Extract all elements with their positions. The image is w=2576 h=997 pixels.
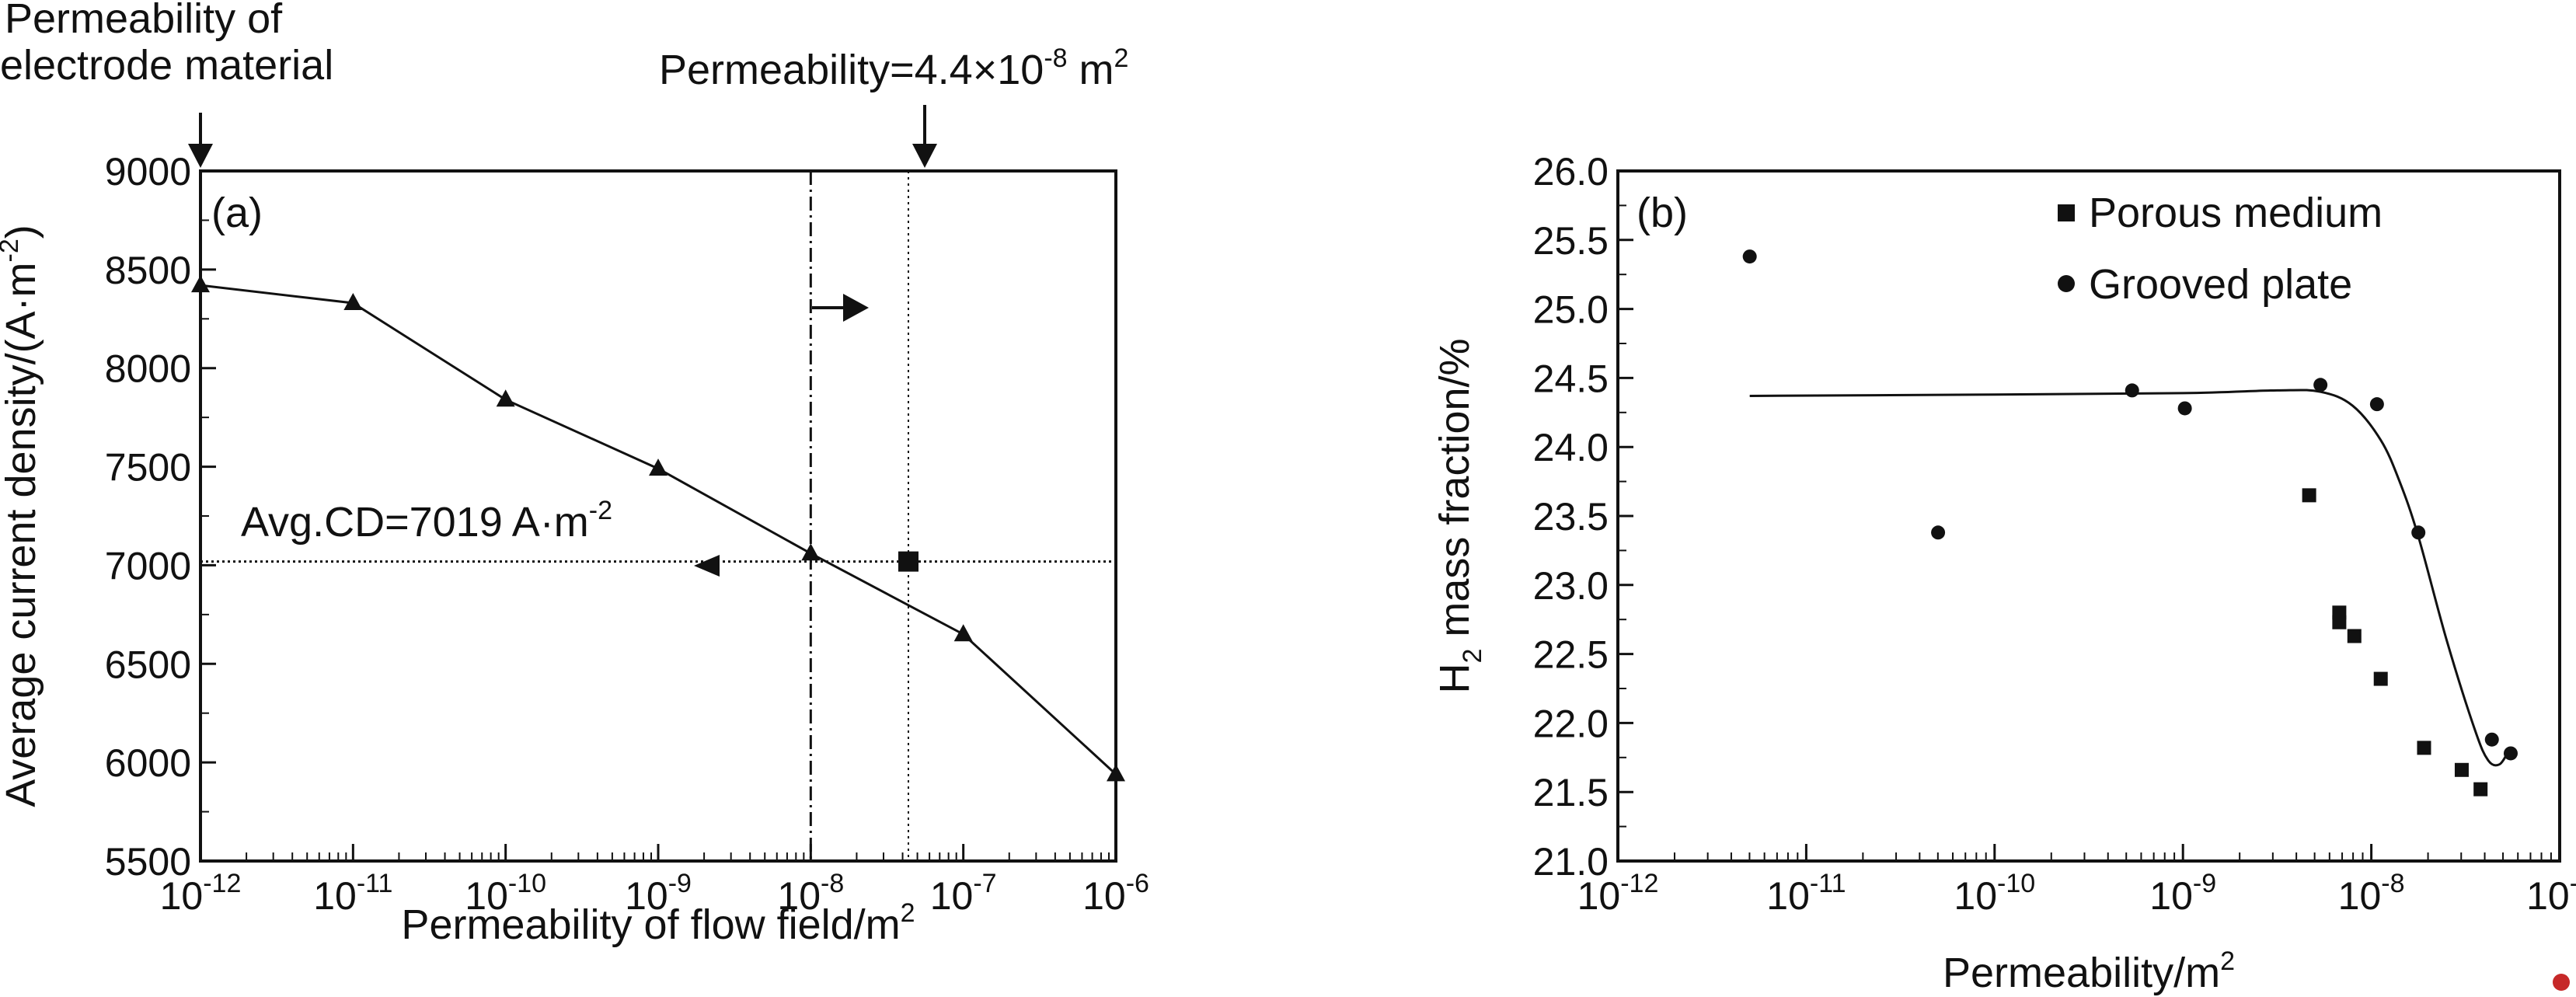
right-arrowhead [843, 294, 869, 322]
watermark [2553, 972, 2570, 992]
x-tick-label: 10-7 [930, 869, 997, 918]
data-point-grooved-plate [2484, 732, 2499, 747]
y-tick-label: 22.0 [1533, 702, 1609, 745]
y-tick-label: 8500 [105, 249, 191, 292]
x-tick-label: 10-9 [625, 869, 692, 918]
panel-label-b: (b) [1637, 190, 1688, 236]
data-point-grooved-plate [2177, 401, 2192, 416]
x-tick-label: 10-11 [313, 869, 392, 918]
watermark-icon [2553, 974, 2570, 991]
chart-a-xlabel: Permeability of flow field/m2 [401, 898, 915, 948]
data-point-triangle [953, 624, 973, 642]
x-tick-label: 10-8 [777, 869, 844, 918]
y-tick-label: 25.5 [1533, 219, 1609, 263]
chart-a-frame [199, 169, 1117, 863]
y-tick-label: 8000 [105, 347, 191, 391]
data-point-porous-medium [2373, 671, 2388, 686]
legend-label-grooved-plate: Grooved plate [2089, 261, 2352, 308]
chart-b: 10-12 10-11 10-10 10-9 10-8 10-7 21.0 21.5 22.0 2… [1431, 150, 2576, 996]
data-point-triangle [343, 292, 363, 310]
data-point-grooved-plate [2369, 397, 2384, 412]
annotation-electrode-line1: Permeability of [5, 0, 283, 42]
x-tick-label: 10-9 [2149, 869, 2216, 918]
data-point-grooved-plate [1742, 249, 1757, 264]
data-point-triangle [649, 458, 668, 476]
chart-a: Permeability of electrode material Perme… [0, 0, 1149, 948]
fit-curve-grooved-plate [1749, 389, 2510, 767]
x-tick-label: 10-6 [1082, 869, 1149, 918]
y-tick-label: 23.5 [1533, 495, 1609, 539]
data-point-square [898, 551, 919, 572]
x-tick-label: 10-10 [465, 869, 546, 918]
data-point-triangle [496, 389, 515, 407]
data-point-porous-medium [2332, 615, 2347, 629]
x-tick-label: 10-12 [1577, 869, 1659, 918]
y-tick-label: 23.0 [1533, 564, 1609, 608]
data-point-grooved-plate [2503, 746, 2518, 761]
data-point-porous-medium [2347, 629, 2362, 643]
x-tick-label: 10-10 [1954, 869, 2035, 918]
chart-b-frame [1616, 169, 2561, 863]
x-tick-label: 10-8 [2338, 869, 2405, 918]
y-tick-label: 26.0 [1533, 150, 1609, 193]
chart-a-ylabel: Average current density/(A·m-2) [0, 225, 44, 807]
data-point-grooved-plate [2411, 525, 2426, 540]
y-tick-label: 7500 [105, 446, 191, 490]
legend-label-porous-medium: Porous medium [2089, 190, 2383, 236]
y-tick-label: 6000 [105, 741, 191, 785]
annotation-permeability-value: Permeability=4.4×10-8 m2 [659, 44, 1128, 93]
panel-label-a: (a) [211, 190, 263, 236]
y-tick-label: 6500 [105, 643, 191, 686]
data-point-grooved-plate [2125, 383, 2139, 398]
y-tick-label: 24.0 [1533, 426, 1609, 469]
data-point-triangle [801, 543, 821, 561]
y-tick-label: 21.5 [1533, 771, 1609, 814]
y-tick-label: 5500 [105, 840, 191, 884]
chart-b-legend: Porous medium Grooved plate [2058, 190, 2383, 308]
legend-marker-porous-medium [2058, 204, 2075, 221]
y-tick-label: 24.5 [1533, 357, 1609, 400]
annotation-avg-cd: Avg.CD=7019 A·m-2 [241, 496, 612, 546]
left-arrowhead [694, 555, 720, 577]
data-point-grooved-plate [2313, 378, 2328, 392]
x-tick-label: 10-11 [1766, 869, 1846, 918]
x-tick-label: 10-12 [160, 869, 242, 918]
data-point-grooved-plate [1931, 525, 1946, 540]
data-point-porous-medium [2417, 741, 2431, 755]
permeability-arrowhead [912, 144, 937, 168]
data-point-porous-medium [2302, 488, 2316, 503]
electrode-arrowhead [188, 144, 213, 168]
legend-marker-grooved-plate [2058, 275, 2075, 292]
y-tick-label: 25.0 [1533, 288, 1609, 332]
data-point-porous-medium [2454, 762, 2469, 777]
data-point-porous-medium [2473, 782, 2488, 797]
annotation-electrode-line2: electrode material [0, 42, 333, 89]
y-tick-label: 9000 [105, 150, 191, 193]
y-tick-label: 22.5 [1533, 633, 1609, 677]
chart-b-ylabel: H2 mass fraction/% [1431, 338, 1487, 693]
x-tick-label: 10-7 [2526, 869, 2576, 918]
y-tick-label: 21.0 [1533, 840, 1609, 884]
chart-b-xlabel: Permeability/m2 [1943, 946, 2235, 996]
y-tick-label: 7000 [105, 544, 191, 587]
